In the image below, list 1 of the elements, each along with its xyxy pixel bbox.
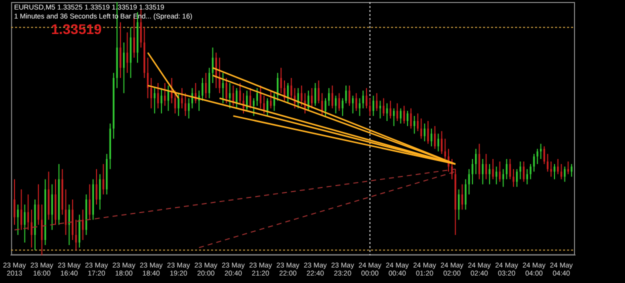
annotation: 1.33519 [51,20,102,37]
